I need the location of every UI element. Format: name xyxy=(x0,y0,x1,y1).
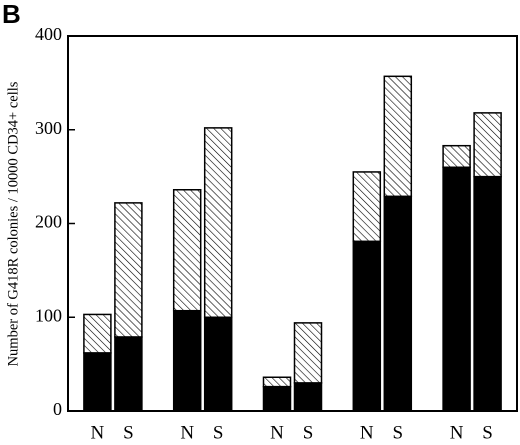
bar-segment xyxy=(442,144,471,168)
x-tick-label: N xyxy=(180,422,194,443)
x-tick-label: N xyxy=(360,422,374,443)
y-tick-label: 300 xyxy=(35,118,62,138)
bar-segment xyxy=(203,127,233,318)
bar-segment xyxy=(114,202,143,338)
bar-segment xyxy=(352,171,382,243)
bar-segment xyxy=(293,382,323,412)
x-tick-label: N xyxy=(91,422,105,443)
bar-segment xyxy=(203,316,233,412)
y-tick-label: 100 xyxy=(35,305,62,325)
bar-segment xyxy=(172,189,202,312)
bar-segment xyxy=(83,352,112,412)
bar-segment xyxy=(442,166,471,412)
x-tick-label: S xyxy=(482,422,493,443)
panel-label: B xyxy=(2,0,21,29)
bar-segment xyxy=(473,112,502,178)
y-axis-label: Number of G418R colonies / 10000 CD34+ c… xyxy=(5,81,21,366)
bar-segment xyxy=(83,313,112,354)
bar-segment xyxy=(262,376,292,388)
bar-segment xyxy=(293,322,323,384)
x-tick-label: N xyxy=(270,422,284,443)
x-tick-label: S xyxy=(303,422,314,443)
bar-segment xyxy=(172,309,202,412)
y-tick-label: 200 xyxy=(35,212,62,232)
bar-segment xyxy=(262,385,292,412)
x-tick-label: S xyxy=(393,422,404,443)
x-tick-label: N xyxy=(450,422,464,443)
bar-segment xyxy=(352,240,382,412)
y-tick-label: 0 xyxy=(53,399,62,419)
bar-segment xyxy=(383,75,413,198)
x-tick-label: S xyxy=(123,422,134,443)
y-tick-label: 400 xyxy=(35,24,62,44)
bar-segment xyxy=(114,336,143,412)
bar-segment xyxy=(473,175,502,412)
x-tick-label: S xyxy=(213,422,224,443)
bar-segment xyxy=(383,195,413,412)
